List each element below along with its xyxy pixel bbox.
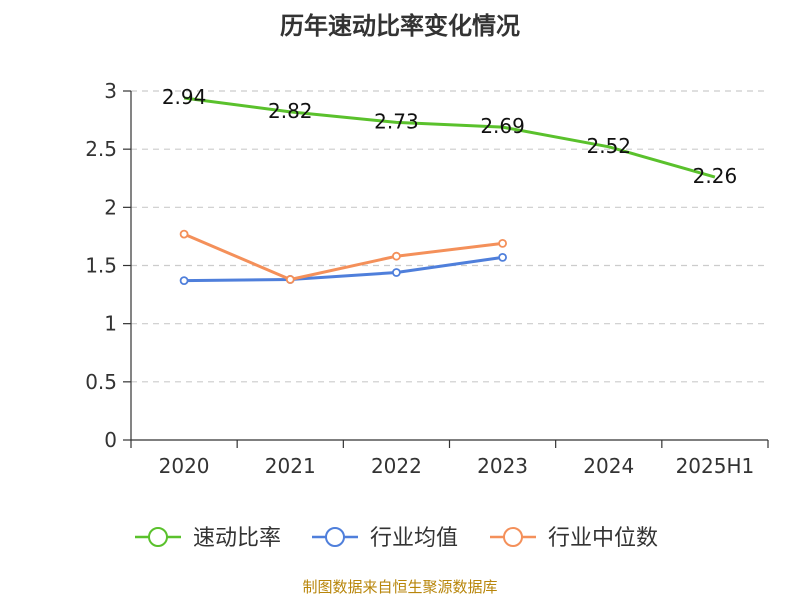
legend-marker (325, 527, 345, 547)
source-note: 制图数据来自恒生聚源数据库 (302, 578, 498, 596)
data-label: 2.52 (586, 134, 631, 158)
x-tick-label: 2024 (583, 454, 634, 478)
series-lines (179, 96, 716, 286)
x-tick-label: 2025H1 (676, 454, 755, 478)
series-point (285, 275, 295, 284)
x-tick-label: 2023 (477, 454, 528, 478)
y-tick-label: 2.5 (85, 137, 117, 161)
y-tick-label: 1 (104, 312, 117, 336)
series-point (179, 229, 189, 239)
legend-label: 行业中位数 (548, 526, 658, 551)
y-tick-label: 0.5 (85, 370, 117, 394)
grid-lines (131, 90, 768, 383)
series-line-1 (183, 96, 716, 179)
data-label: 2.69 (480, 114, 525, 138)
series-line-2 (184, 255, 503, 283)
y-tick-label: 0 (104, 428, 117, 452)
data-label: 2.94 (162, 85, 207, 109)
series-point (179, 276, 189, 286)
legend: 速动比率 行业均值 行业中位数 (135, 526, 658, 551)
series-point (498, 252, 507, 262)
chart-title: 历年速动比率变化情况 (280, 12, 520, 40)
y-tick-label: 2 (104, 195, 117, 219)
x-tick-label: 2020 (159, 454, 210, 478)
data-label: 2.73 (374, 109, 419, 133)
data-labels: 2.94 2.82 2.73 2.69 2.52 2.26 (162, 85, 737, 188)
data-label: 2.26 (693, 164, 738, 188)
data-label: 2.82 (268, 99, 313, 123)
legend-label: 速动比率 (193, 526, 281, 551)
x-tick-label: 2022 (371, 454, 422, 478)
axes: 0 0.5 1 1.5 2 2.5 3 2020 2021 2022 2023 2024 2025H1 (85, 79, 769, 478)
series-point (498, 238, 507, 248)
series-line-3 (183, 232, 503, 281)
series-point (392, 268, 401, 277)
y-tick-label: 1.5 (85, 254, 117, 278)
legend-label: 行业均值 (370, 526, 458, 551)
legend-marker (148, 527, 168, 547)
y-tick-label: 3 (104, 79, 117, 103)
x-tick-label: 2021 (265, 454, 316, 478)
legend-marker (503, 527, 523, 547)
series-point (392, 251, 401, 261)
